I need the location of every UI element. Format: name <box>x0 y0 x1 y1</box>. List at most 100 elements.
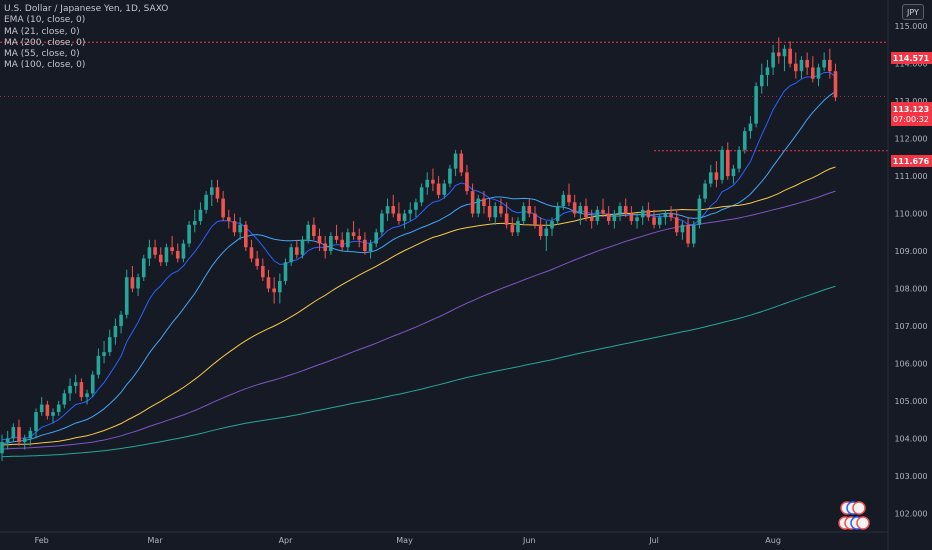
candle <box>663 209 668 225</box>
candle <box>266 269 271 293</box>
candle-body <box>300 239 305 255</box>
candle-body <box>22 438 27 443</box>
candle <box>261 258 265 281</box>
candle-body <box>51 412 55 416</box>
candle-body <box>561 194 566 207</box>
candle <box>22 434 27 450</box>
candle <box>589 209 594 229</box>
candle-body <box>261 266 265 278</box>
candle-body <box>283 262 288 281</box>
candle-body <box>164 247 169 263</box>
price-tick-6: 108.000 <box>894 284 927 293</box>
candle-body <box>805 59 809 68</box>
currency-badge[interactable]: JPY <box>902 4 924 20</box>
candle <box>153 239 157 259</box>
candle <box>527 198 532 218</box>
time-tick-mar: Mar <box>148 536 164 545</box>
candle-body <box>5 438 10 443</box>
candle <box>595 206 600 225</box>
legend-ma-200[interactable]: MA (200, close, 0) <box>4 37 86 48</box>
candle-body <box>635 217 639 222</box>
legend-ma-21[interactable]: MA (21, close, 0) <box>4 26 80 37</box>
candle-body <box>708 172 713 184</box>
candle-body <box>623 206 628 214</box>
event-icons[interactable] <box>838 501 870 530</box>
candle-body <box>680 224 685 233</box>
event-icon-lower[interactable] <box>838 516 870 530</box>
candle-body <box>555 206 560 222</box>
candle <box>34 408 38 439</box>
candle <box>431 168 435 192</box>
candle-body <box>504 213 509 225</box>
candle <box>187 221 191 248</box>
candle-body <box>238 224 242 233</box>
candle <box>499 198 503 218</box>
level-line-badge <box>891 155 932 167</box>
horizontal-lines[interactable] <box>0 41 888 152</box>
high-line-badge-text: 114.571 <box>893 54 930 63</box>
countdown-text: 07:00:32 <box>893 115 929 124</box>
candle <box>192 209 197 233</box>
candle-body <box>28 430 33 439</box>
candle <box>255 251 259 270</box>
candle <box>181 239 186 263</box>
candle <box>623 198 628 218</box>
time-tick-apr: Apr <box>279 536 294 545</box>
candle-body <box>703 183 707 199</box>
candle-body <box>771 52 775 68</box>
candle-body <box>714 172 719 180</box>
candle <box>459 149 464 177</box>
candle-body <box>11 427 16 439</box>
candle-body <box>227 217 231 222</box>
symbol-title[interactable]: U.S. Dollar / Japanese Yen, 1D, SAXO <box>4 4 169 14</box>
candle <box>720 146 724 184</box>
candle <box>487 198 492 222</box>
candle-body <box>788 48 792 64</box>
legend-ema-10[interactable]: EMA (10, close, 0) <box>4 15 86 26</box>
candle-body <box>521 206 526 222</box>
candle <box>198 202 203 225</box>
candle <box>680 221 685 240</box>
price-tick-9: 111.000 <box>894 172 927 181</box>
candle <box>618 202 622 222</box>
candle-body <box>17 427 21 443</box>
candle-body <box>765 67 770 75</box>
candle <box>0 434 4 461</box>
legend-ma-55[interactable]: MA (55, close, 0) <box>4 49 80 60</box>
candle-body <box>402 213 407 222</box>
candle-body <box>595 209 600 222</box>
candle <box>714 161 719 188</box>
candle <box>544 221 549 252</box>
candle <box>550 217 554 237</box>
price-axis[interactable]: 102.000 103.000 104.000 105.000 106.000 107.0… <box>894 22 927 518</box>
time-tick-feb: Feb <box>35 536 49 545</box>
candle <box>794 52 798 79</box>
event-icon-upper[interactable] <box>840 501 866 515</box>
price-badges: 114.571 113.123 07:00:32 111.676 <box>891 52 932 167</box>
chart-legend: U.S. Dollar / Japanese Yen, 1D, SAXO EMA… <box>4 4 168 72</box>
candle-body <box>674 217 679 233</box>
time-axis[interactable]: Feb Mar Apr May Jun Jul Aug <box>35 536 781 545</box>
candle-body <box>79 382 84 398</box>
candle-body <box>618 206 622 214</box>
candle <box>442 179 447 199</box>
candle-body <box>425 179 430 188</box>
candle <box>776 37 781 64</box>
candle-body <box>397 213 401 222</box>
candles <box>0 37 838 461</box>
candle-body <box>725 149 730 177</box>
candle-body <box>147 247 152 259</box>
candle <box>227 209 231 229</box>
candle <box>646 202 651 222</box>
candle <box>555 202 560 225</box>
legend-ma-100[interactable]: MA (100, close, 0) <box>4 60 86 71</box>
candle-body <box>601 209 605 214</box>
candle-body <box>811 67 815 79</box>
candle <box>113 318 118 345</box>
candle <box>119 310 123 334</box>
candle-body <box>363 239 367 252</box>
candle-body <box>198 209 203 222</box>
candle-body <box>113 325 118 338</box>
